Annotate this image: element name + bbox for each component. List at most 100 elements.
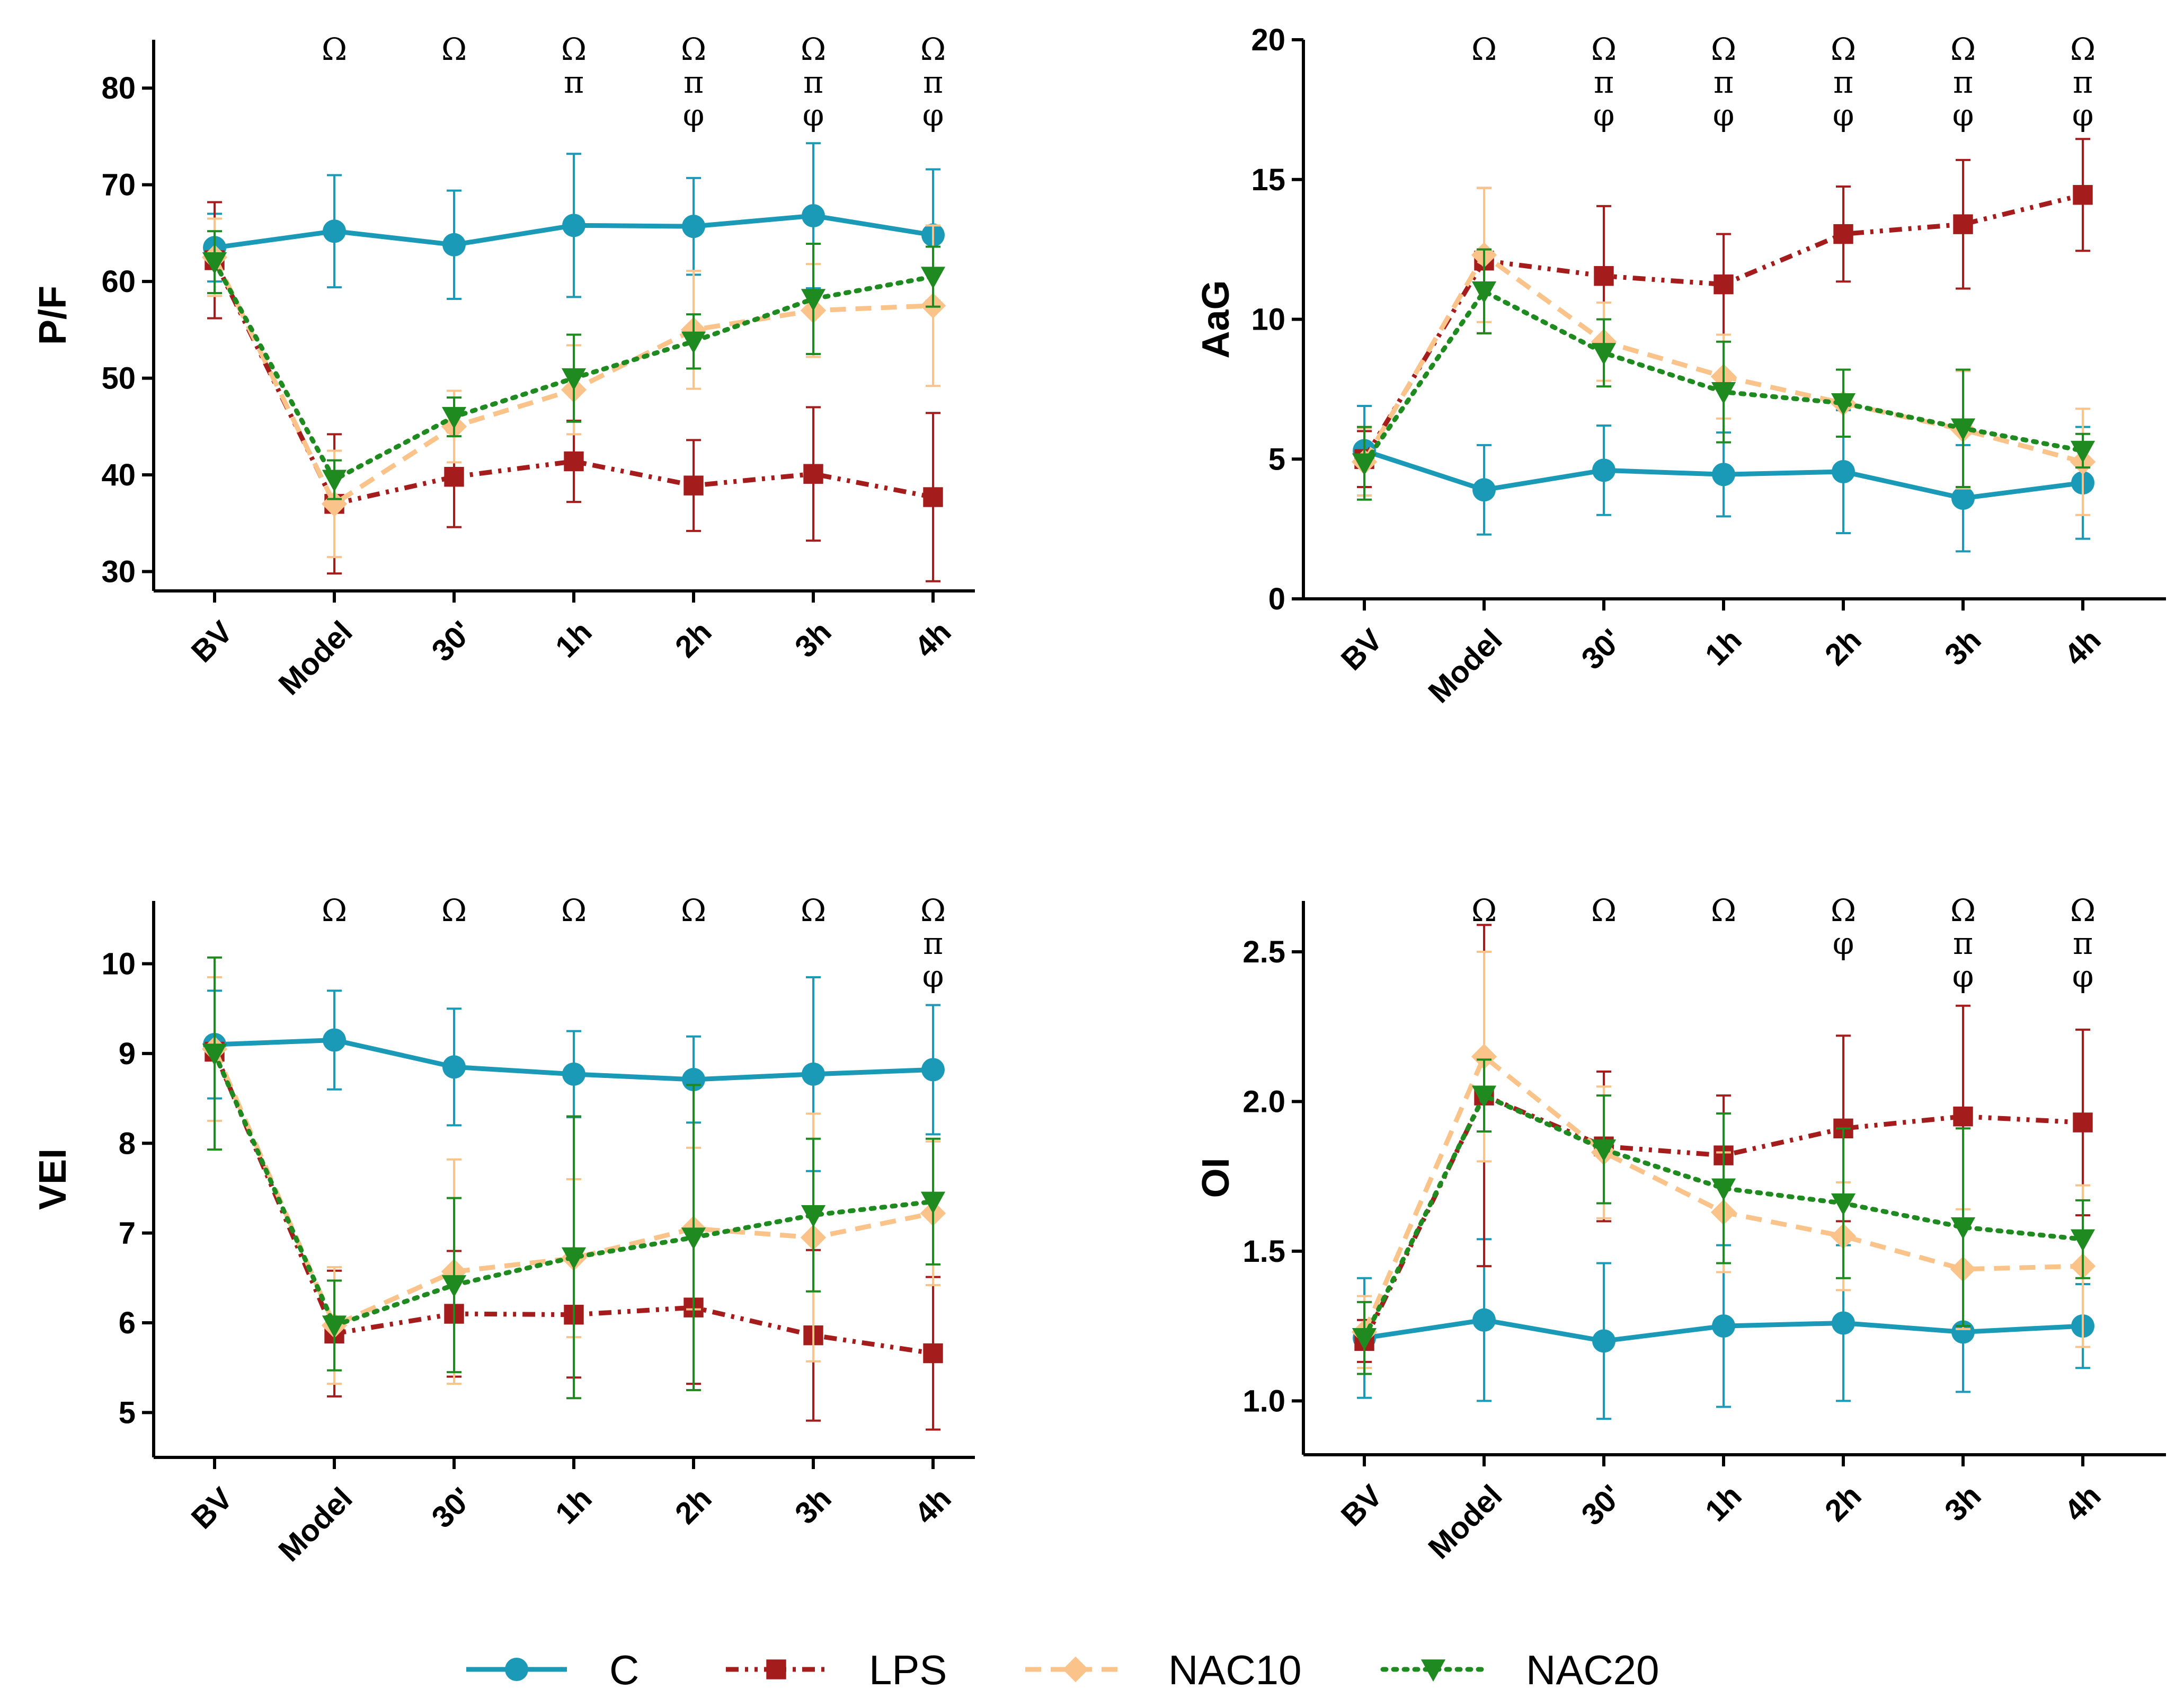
significance-symbol: Ω [1471, 892, 1497, 928]
y-tick-label: 60 [101, 264, 136, 299]
x-tick-label: 30' [1575, 623, 1628, 676]
data-point [561, 1247, 587, 1270]
legend-label: NAC20 [1526, 1647, 1659, 1693]
y-tick-label: 1.0 [1242, 1384, 1285, 1418]
x-tick-label: 3h [788, 615, 838, 665]
y-tick-label: 70 [101, 168, 136, 202]
y-axis-title: VEI [32, 1148, 74, 1210]
y-axis-title: P/F [32, 286, 74, 345]
legend-marker [505, 1658, 528, 1681]
x-tick-label: 30' [1575, 1479, 1628, 1532]
data-point [202, 252, 227, 275]
x-tick-label: 2h [1818, 623, 1868, 673]
significance-symbol: π [2073, 64, 2093, 100]
x-tick-label: BV [1335, 622, 1389, 677]
series-nac20 [1352, 248, 2096, 501]
significance-symbol: φ [1833, 925, 1854, 961]
y-tick-label: 50 [101, 361, 136, 396]
data-point [681, 1227, 706, 1250]
x-tick-label: Model [272, 615, 359, 702]
series-c [203, 976, 945, 1172]
y-tick-label: 6 [119, 1306, 136, 1340]
data-point [1711, 382, 1736, 404]
y-axis-title: OI [1195, 1157, 1237, 1198]
data-point [1831, 1193, 1856, 1216]
significance-symbol: π [1714, 64, 1734, 100]
data-point [2073, 1112, 2093, 1133]
x-tick-label: 4h [2058, 623, 2108, 673]
legend-item-lps: LPS [726, 1647, 947, 1693]
x-tick-label: BV [1335, 1478, 1389, 1533]
x-tick-label: Model [1422, 623, 1508, 710]
significance-symbol: Ω [441, 892, 467, 928]
data-point [803, 464, 823, 484]
y-axis-title: AaG [1195, 280, 1237, 358]
y-tick-label: 2.5 [1242, 935, 1285, 969]
significance-symbol: Ω [1950, 31, 1976, 67]
significance-symbol: φ [803, 97, 824, 133]
significance-symbol: π [683, 64, 704, 100]
significance-symbol: Ω [2070, 31, 2096, 67]
y-tick-label: 20 [1251, 23, 1285, 57]
y-tick-label: 15 [1251, 163, 1285, 197]
legend-item-nac10: NAC10 [1025, 1647, 1301, 1693]
data-point [561, 368, 587, 391]
legend-marker [766, 1659, 786, 1679]
data-point [322, 1315, 347, 1338]
significance-symbol: π [1833, 64, 1853, 100]
data-point [923, 1343, 943, 1364]
data-point [1471, 1085, 1497, 1108]
x-tick-label: 4h [2058, 1479, 2108, 1528]
data-point [444, 467, 464, 487]
significance-symbol: φ [922, 958, 944, 994]
data-point [562, 1062, 585, 1086]
data-point [921, 1058, 945, 1082]
data-point [1832, 1311, 1855, 1335]
y-tick-label: 8 [119, 1126, 136, 1161]
series-c [203, 142, 945, 302]
y-tick-label: 7 [119, 1216, 136, 1251]
data-point [1471, 1043, 1497, 1069]
significance-symbol: Ω [920, 31, 946, 67]
significance-symbol: Ω [2070, 892, 2096, 928]
data-point [923, 487, 943, 507]
significance-symbol: π [1953, 925, 1973, 961]
x-tick-label: 3h [1938, 623, 1988, 673]
data-point [1953, 1107, 1973, 1127]
data-point [1711, 1178, 1736, 1201]
significance-symbol: Ω [1591, 892, 1617, 928]
significance-symbol: Ω [322, 892, 347, 928]
series-nac20 [1352, 1058, 2096, 1375]
significance-symbol: Ω [681, 892, 706, 928]
significance-symbol: Ω [322, 31, 347, 67]
data-point [562, 214, 585, 237]
x-tick-label: BV [185, 614, 239, 669]
data-point [202, 1043, 227, 1066]
y-tick-label: 9 [119, 1037, 136, 1071]
y-tick-label: 5 [119, 1395, 136, 1430]
significance-symbol: π [803, 64, 823, 100]
data-point [1712, 463, 1735, 487]
x-tick-label: 4h [908, 1481, 958, 1531]
y-tick-label: 10 [101, 947, 136, 981]
significance-symbol: Ω [1471, 31, 1497, 67]
data-point [1712, 1314, 1735, 1338]
legend-marker [1421, 1659, 1446, 1682]
data-point [1950, 418, 1976, 441]
significance-symbol: Ω [1950, 892, 1976, 928]
legend-marker [1062, 1656, 1089, 1683]
panel-vei-chart: 5 6 7 8 9 10 VEI BV Model 30' 1h 2h 3h 4h Ω Ω Ω Ω Ω Ωπφ [32, 892, 975, 1568]
x-tick-label: 30' [425, 615, 478, 668]
significance-symbol: Ω [561, 892, 587, 928]
significance-symbol: π [923, 925, 943, 961]
data-point [920, 267, 946, 289]
data-point [801, 1205, 826, 1227]
data-point [1833, 224, 1853, 244]
data-point [802, 204, 825, 228]
series-nac20 [202, 230, 946, 500]
significance-symbol: φ [1593, 97, 1615, 133]
series-nac20 [202, 956, 946, 1400]
data-point [1950, 1217, 1976, 1240]
